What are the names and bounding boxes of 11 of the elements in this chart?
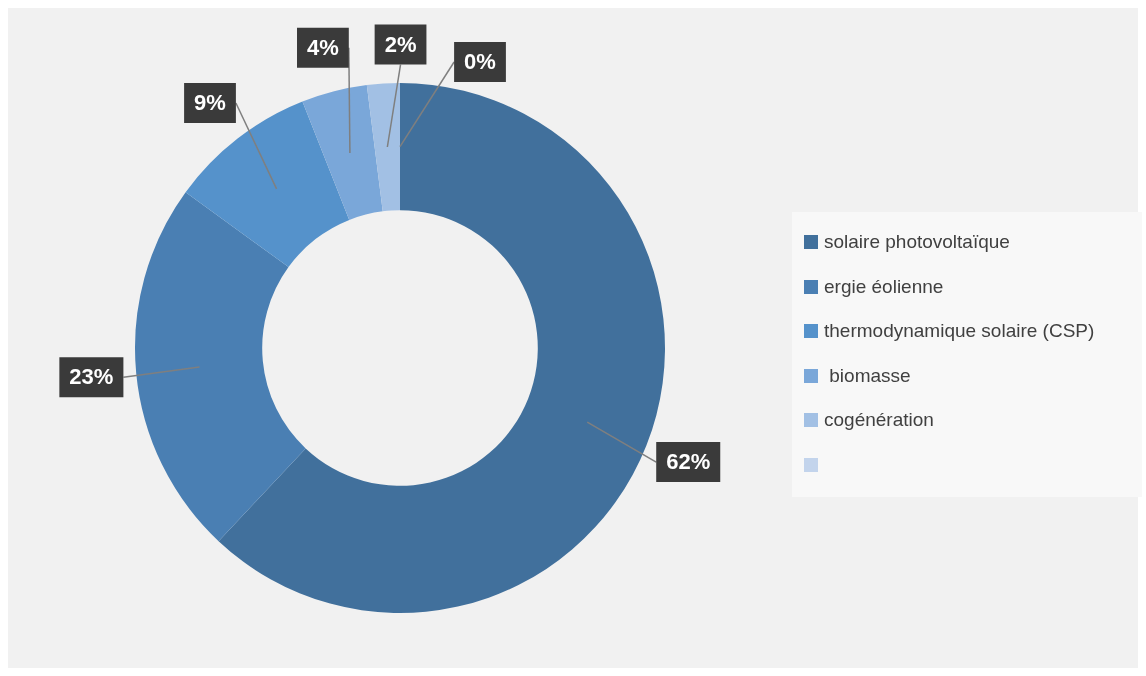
data-label: 9% (194, 90, 226, 116)
legend-label: solaire photovoltaïque (824, 231, 1010, 254)
data-label: 62% (666, 449, 711, 475)
legend-label: cogénération (824, 409, 934, 432)
legend-label: thermodynamique solaire (CSP) (824, 320, 1095, 343)
data-label: 23% (69, 364, 114, 390)
data-label: 2% (384, 31, 417, 57)
text: 0% (464, 49, 496, 75)
legend-label: ergie éolienne (824, 275, 944, 298)
data-label: 4% (307, 34, 339, 60)
legend-label: biomasse (828, 364, 911, 387)
